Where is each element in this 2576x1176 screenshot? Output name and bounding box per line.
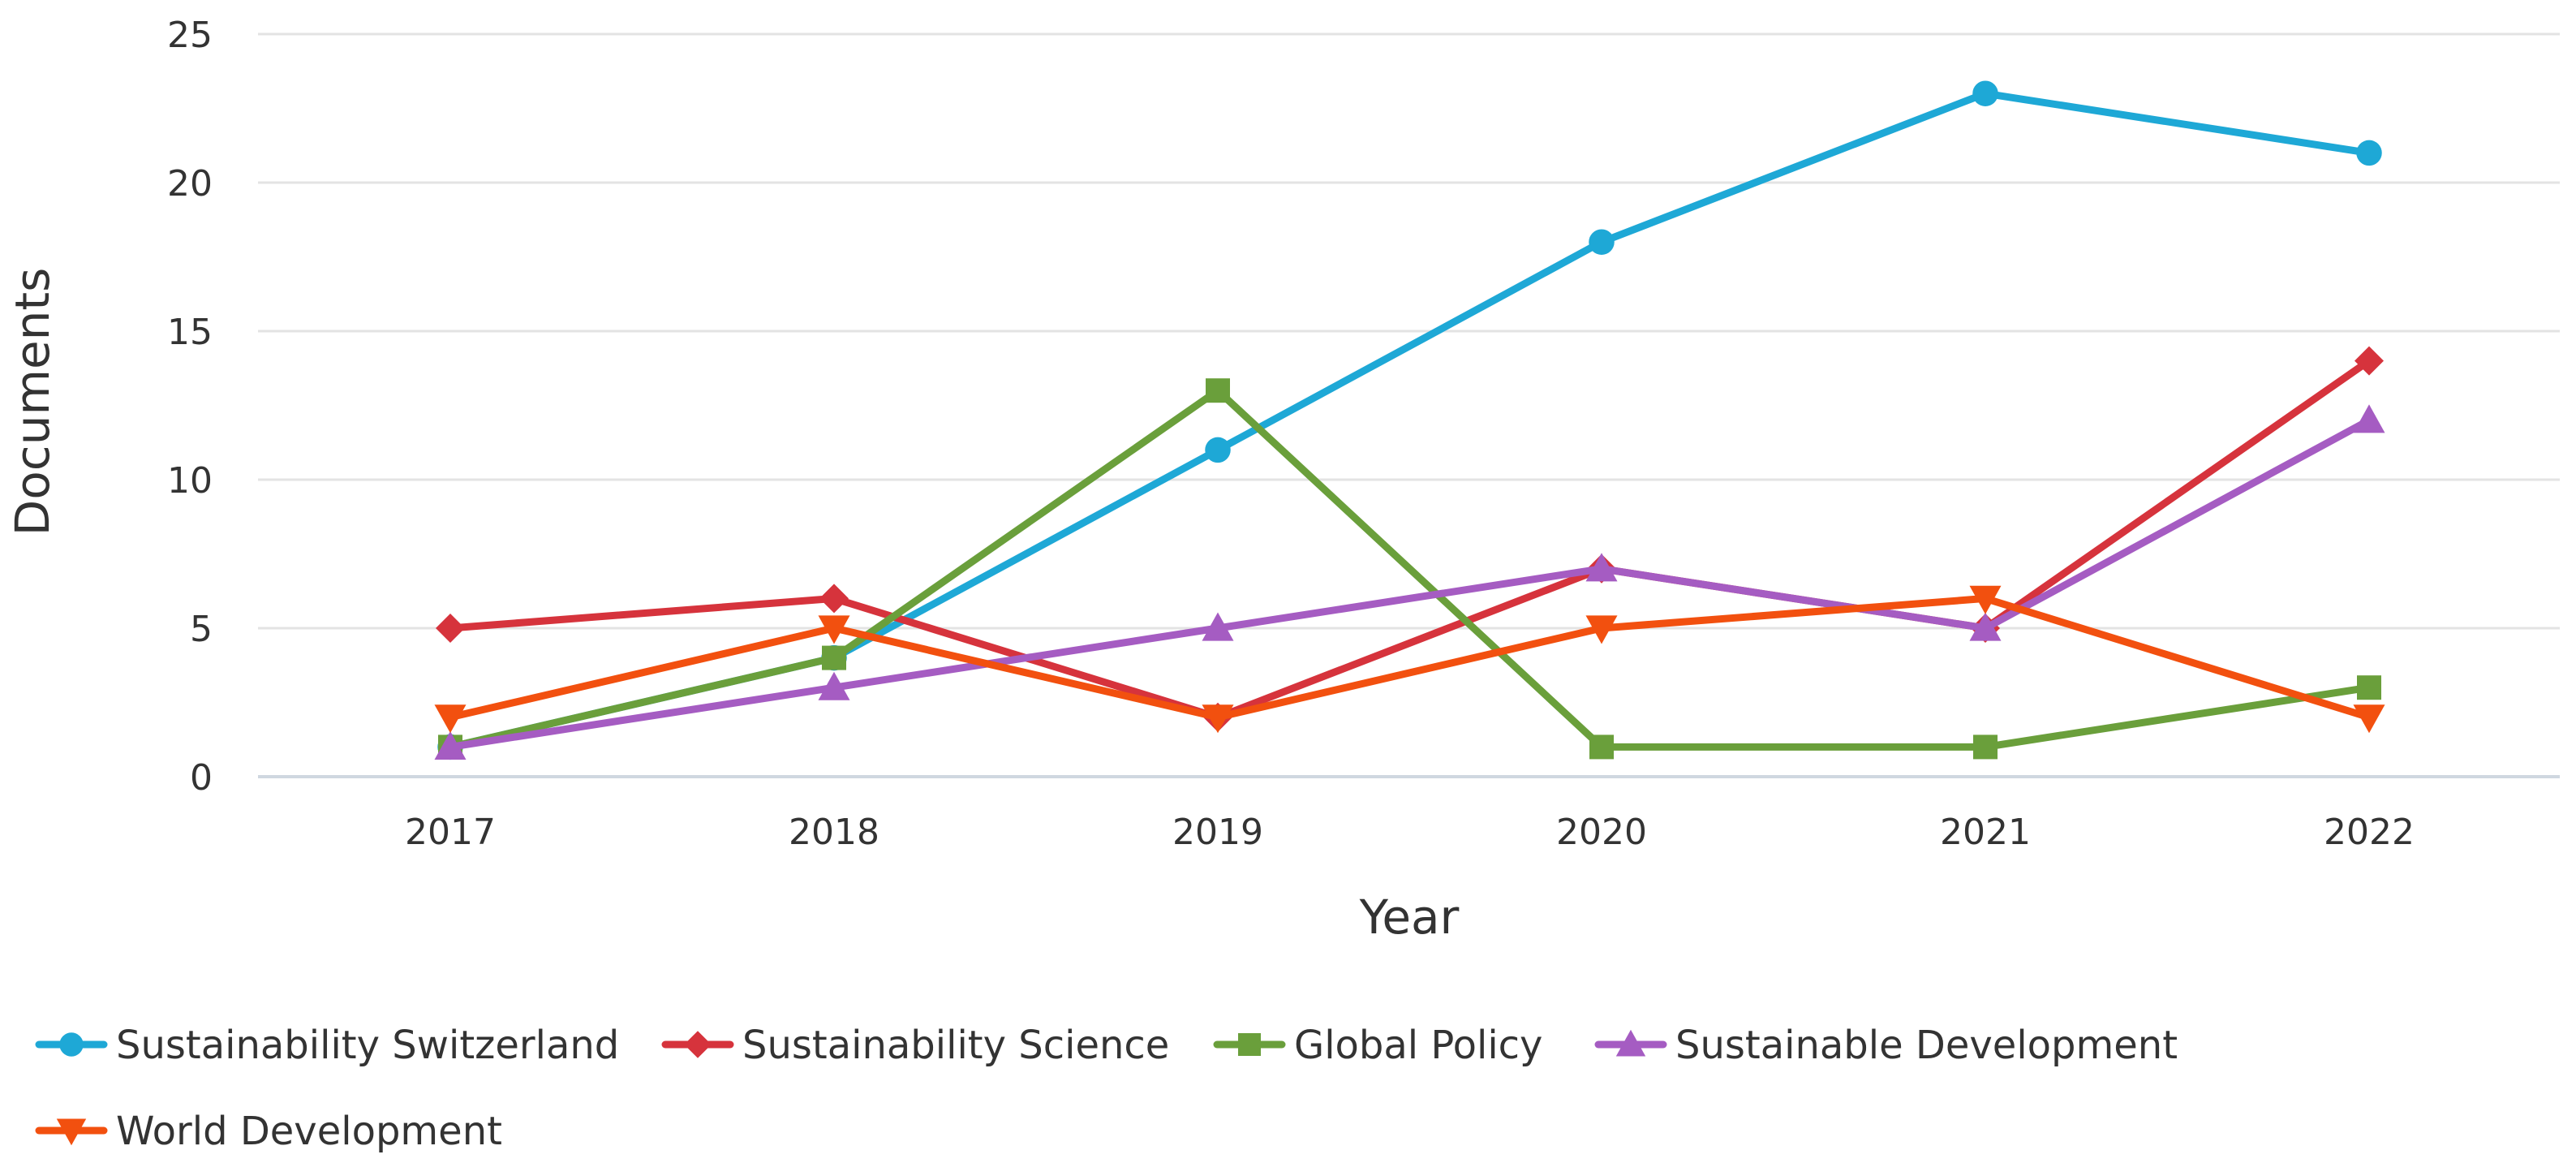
legend-item-sustainability-science: Sustainability Science [661,1023,1169,1068]
x-tick-label: 2018 [789,812,879,853]
y-tick-label: 20 [167,163,213,205]
data-point-sustainable-development [434,730,467,760]
data-point-sustainability-science [436,614,465,643]
legend-label: World Development [116,1109,502,1154]
data-point-sustainability-switzerland [2356,140,2382,166]
legend-label: Sustainable Development [1675,1023,2178,1068]
x-axis-ticks: 2017 2018 2019 2020 2021 2022 [405,812,2415,853]
series-sustainable-development [434,404,2385,760]
series-world-development [434,585,2385,734]
data-point-global-policy [1206,378,1230,403]
data-point-sustainability-switzerland [1972,80,1998,106]
data-point-global-policy [822,645,846,670]
y-tick-label: 0 [190,757,213,799]
legend-item-global-policy: Global Policy [1213,1023,1542,1068]
data-point-world-development [818,615,850,644]
y-tick-label: 15 [167,312,213,353]
legend-item-world-development: World Development [35,1109,502,1154]
data-point-world-development [1585,615,1618,644]
data-point-global-policy [2357,675,2381,700]
grid-lines [258,32,2560,630]
series-layer [434,80,2385,760]
series-line-sustainability-science [446,357,2373,722]
legend-label: Sustainability Science [742,1023,1169,1068]
x-axis-title: Year [1359,890,1460,945]
data-point-sustainability-science [819,584,849,614]
legend-swatch-marker [59,1032,84,1057]
data-point-sustainability-switzerland [1589,229,1615,255]
x-tick-label: 2021 [1940,812,2031,853]
y-axis-ticks: 0 5 10 15 20 25 [167,15,213,799]
x-tick-label: 2017 [405,812,496,853]
x-tick-label: 2019 [1172,812,1263,853]
data-point-world-development [1969,585,2002,614]
data-point-sustainable-development [1202,612,1234,641]
data-point-world-development [1202,704,1234,734]
data-point-sustainable-development [818,671,850,700]
x-tick-label: 2020 [1556,812,1647,853]
legend-swatch-marker [684,1031,712,1058]
data-point-sustainability-science [2355,346,2384,376]
legend-swatch-marker [1238,1033,1261,1056]
y-axis-title: Documents [5,268,60,536]
data-point-world-development [2353,704,2385,734]
legend-swatch-marker [1615,1029,1646,1057]
data-point-sustainable-development [2353,404,2385,433]
y-tick-label: 25 [167,15,213,56]
x-tick-label: 2022 [2324,812,2415,853]
y-tick-label: 5 [190,609,213,650]
series-line-global-policy [446,386,2373,751]
legend-label: Sustainability Switzerland [116,1023,619,1068]
series-line-sustainable-development [446,416,2373,751]
data-point-sustainable-development [1585,553,1618,582]
legend-item-sustainable-development: Sustainable Development [1594,1023,2178,1068]
legend-swatch-marker [56,1118,87,1146]
data-point-global-policy [1589,734,1614,760]
data-point-global-policy [1973,734,1998,760]
data-point-sustainability-switzerland [1205,437,1231,463]
legend-label: Global Policy [1294,1023,1542,1068]
legend-item-sustainability-switzerland: Sustainability Switzerland [35,1023,619,1068]
data-point-sustainable-development [1969,612,2002,641]
series-line-world-development [446,594,2373,722]
y-tick-label: 10 [167,460,213,502]
legend: Sustainability Switzerland Sustainability… [35,1023,2178,1154]
data-point-world-development [434,704,467,734]
